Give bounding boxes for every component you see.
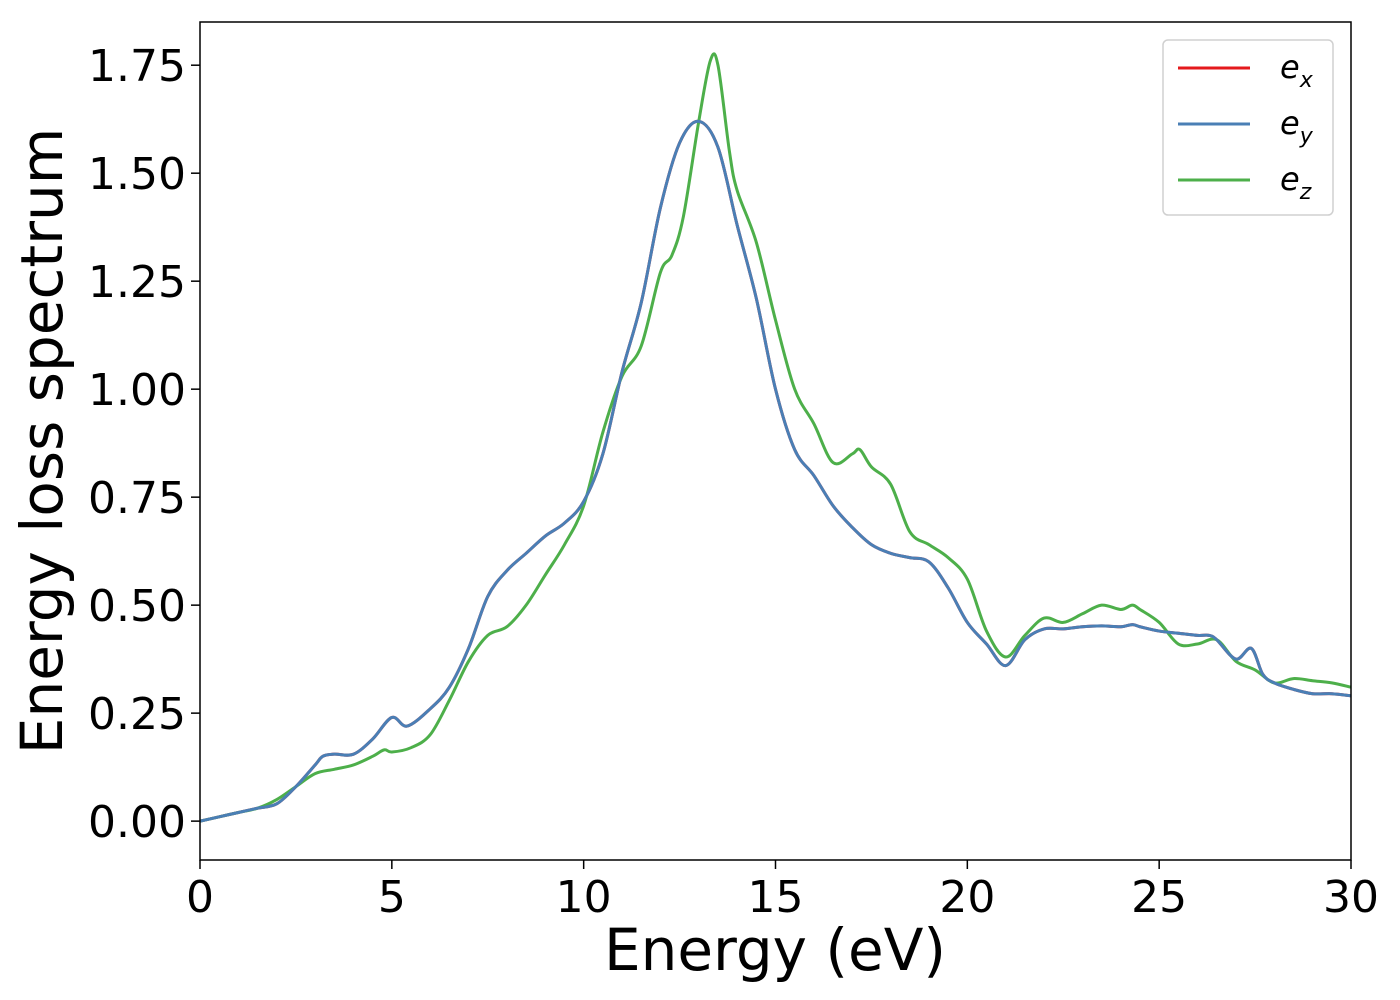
y-tick-label: 0.75 [88,473,186,524]
x-tick-label: 10 [556,872,612,923]
y-tick-label: 1.25 [88,257,186,308]
y-tick-label: 1.50 [88,149,186,200]
series-line-e-z [200,52,1351,823]
x-tick-label: 25 [1131,872,1187,923]
x-tick-label: 20 [939,872,995,923]
y-axis-label: Energy loss spectrum [8,128,76,754]
series-line-e-x [200,119,1351,823]
y-tick-label: 0.50 [88,581,186,632]
y-tick-label: 0.00 [88,797,186,848]
y-tick-label: 0.25 [88,689,186,740]
y-axis-ticks: 0.00 0.25 0.50 0.75 1.00 1.25 1.50 1.75 [88,41,200,848]
series-layer [200,52,1351,823]
x-tick-label: 5 [378,872,406,923]
x-axis-ticks: 0 5 10 15 20 25 30 [186,860,1379,923]
x-tick-label: 30 [1323,872,1379,923]
x-axis-label: Energy (eV) [604,916,946,984]
legend-box [1162,39,1334,216]
y-tick-label: 1.75 [88,41,186,92]
series-line-e-y [200,119,1351,823]
x-tick-label: 0 [186,872,214,923]
x-tick-label: 15 [748,872,804,923]
y-tick-label: 1.00 [88,365,186,416]
